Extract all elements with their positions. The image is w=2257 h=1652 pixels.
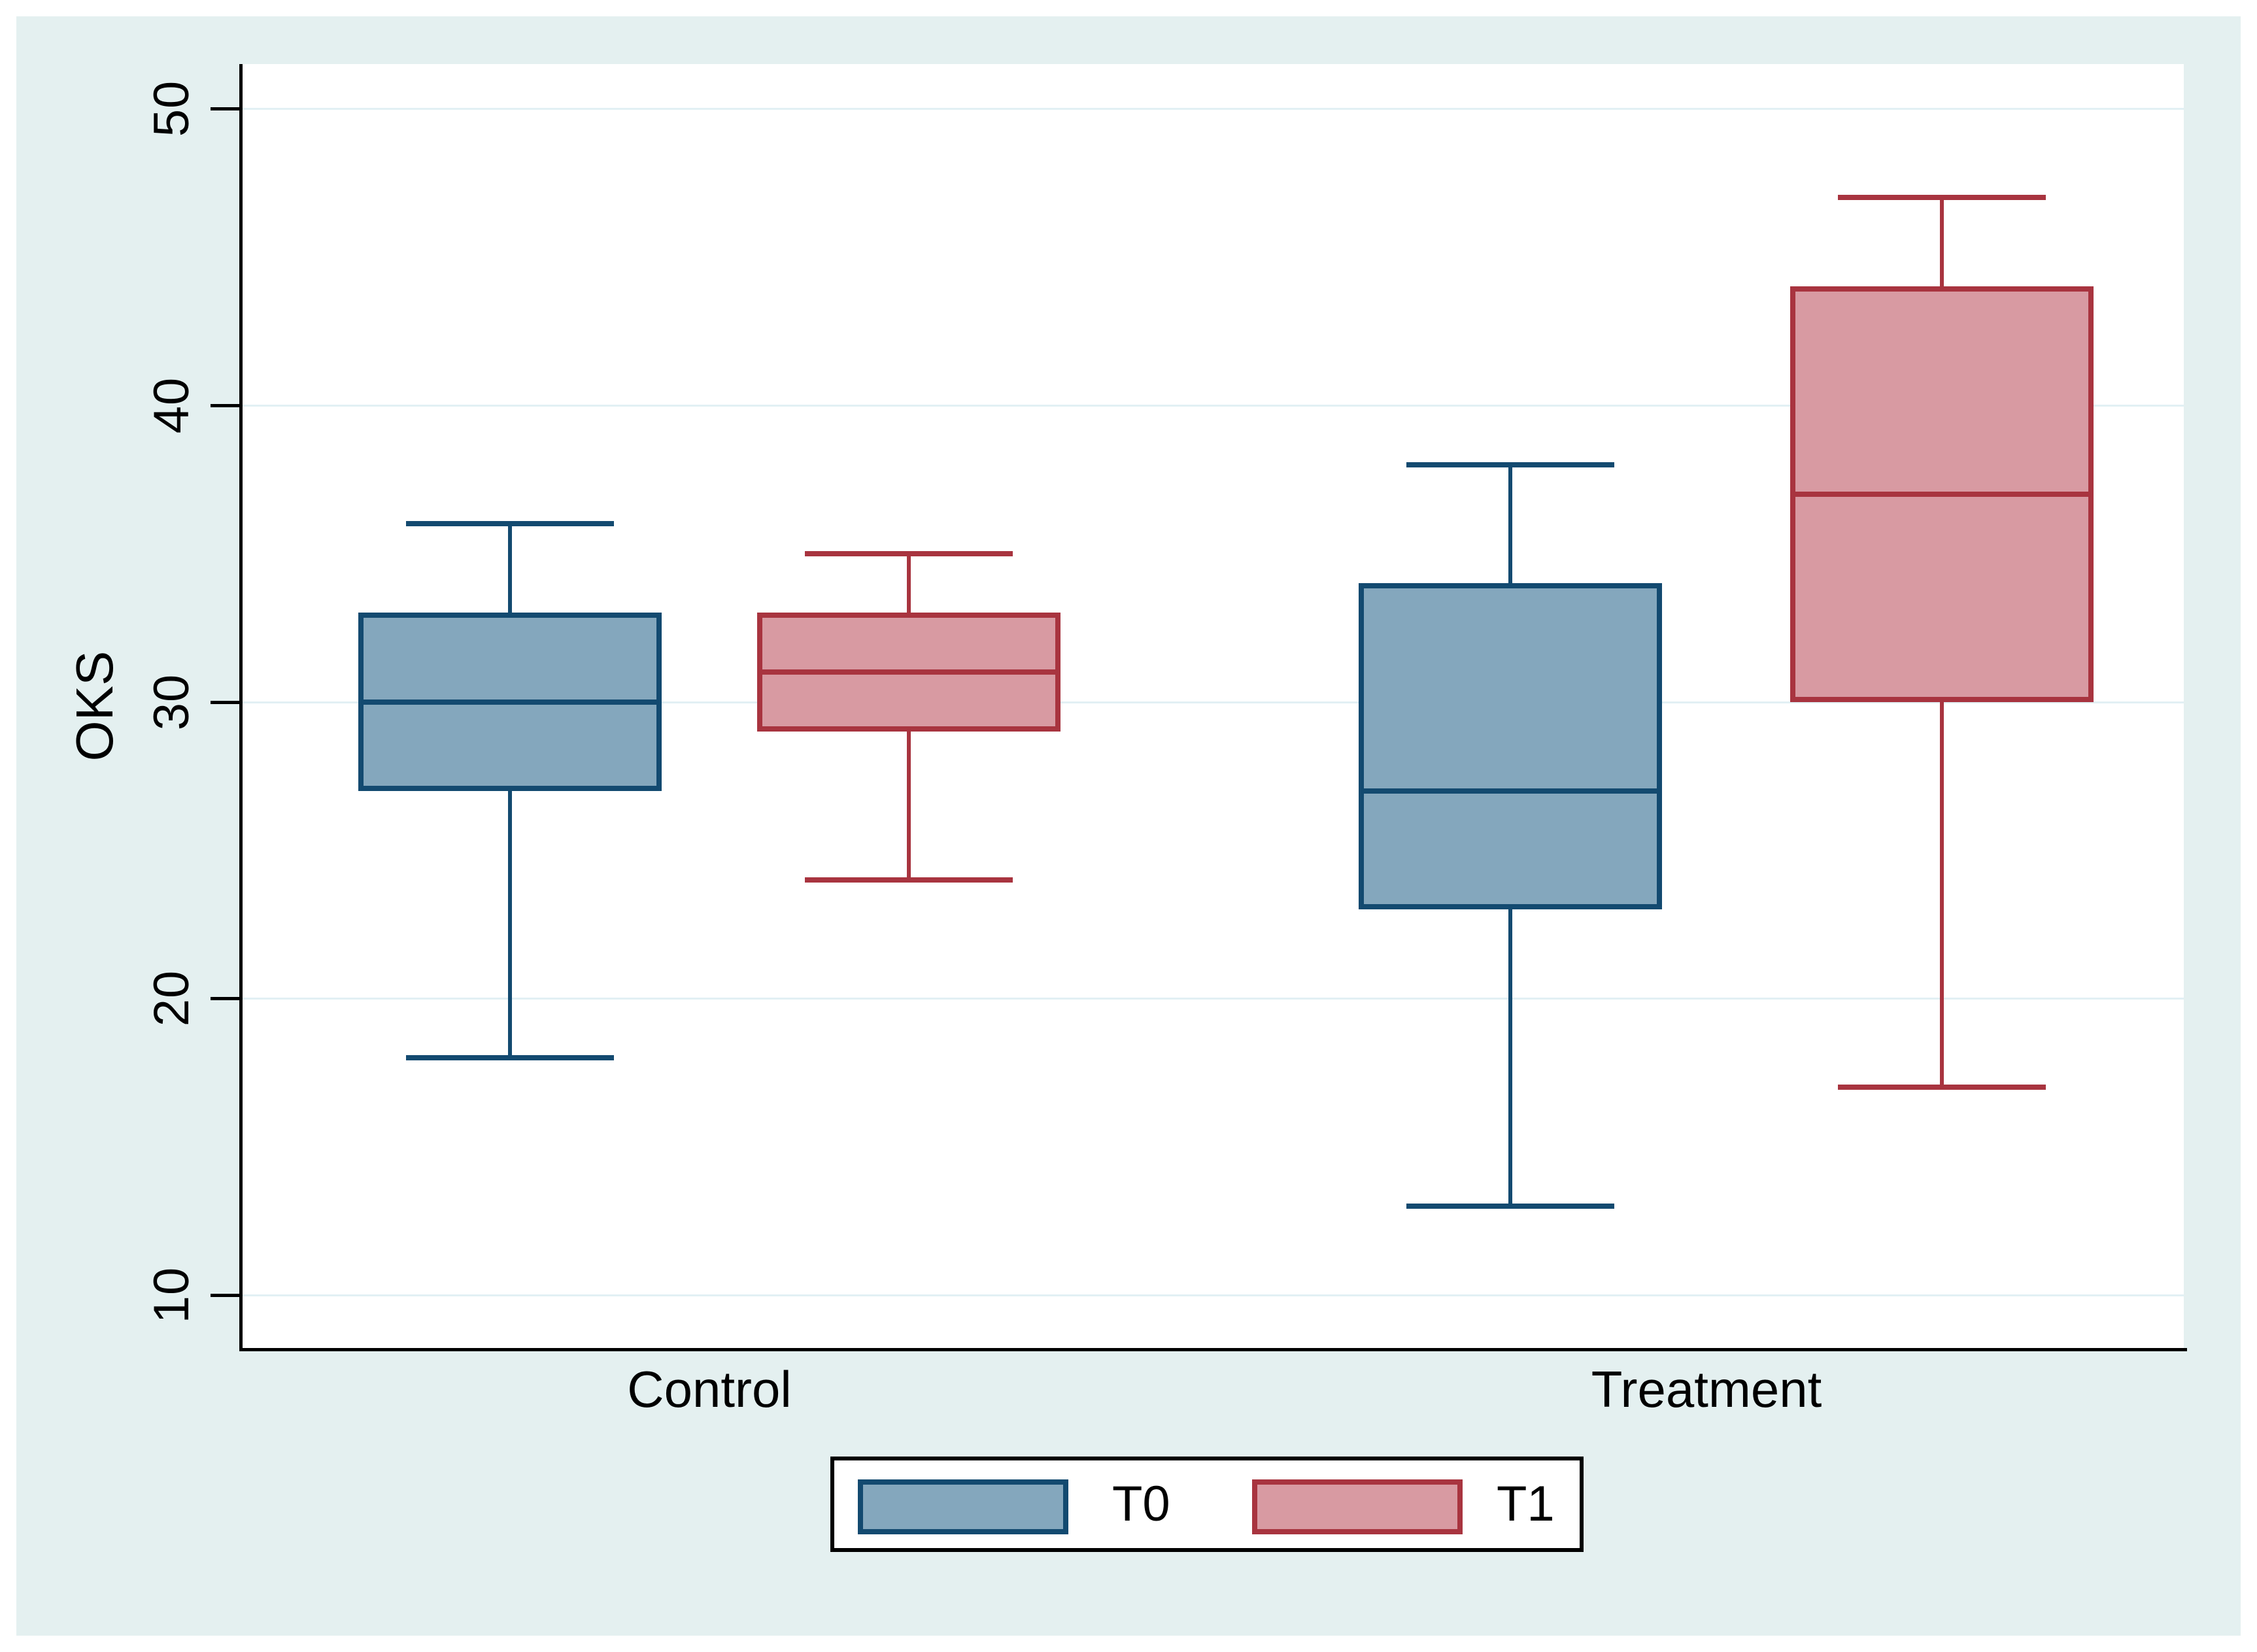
x-axis-line <box>239 1348 2187 1351</box>
gridline-50 <box>242 108 2184 110</box>
x-category-label-treatment: Treatment <box>1591 1360 1822 1418</box>
y-axis-title: OKS <box>65 650 124 762</box>
median-T0-Control <box>358 699 662 705</box>
whisker-cap-min-T1-Treatment <box>1838 1085 2046 1090</box>
whisker-cap-min-T0-Treatment <box>1406 1203 1614 1209</box>
whisker-lower-T0-Control <box>508 790 512 1058</box>
whisker-lower-T1-Control <box>907 731 911 880</box>
legend: T0 T1 <box>830 1457 1584 1552</box>
whisker-upper-T1-Control <box>907 553 911 613</box>
whisker-upper-T0-Control <box>508 524 512 613</box>
whisker-cap-min-T0-Control <box>406 1055 614 1060</box>
whisker-cap-max-T0-Treatment <box>1406 462 1614 467</box>
y-tick-40 <box>211 403 242 407</box>
whisker-lower-T0-Treatment <box>1508 909 1512 1206</box>
whisker-cap-min-T1-Control <box>805 877 1013 883</box>
whisker-upper-T1-Treatment <box>1940 197 1944 287</box>
y-tick-label-20: 20 <box>143 969 199 1027</box>
legend-label-t0: T0 <box>1112 1476 1170 1532</box>
y-tick-20 <box>211 997 242 1001</box>
y-axis-line <box>239 64 243 1351</box>
y-tick-30 <box>211 700 242 704</box>
median-T0-Treatment <box>1359 788 1662 794</box>
gridline-30 <box>242 701 2184 703</box>
whisker-lower-T1-Treatment <box>1940 701 1944 1088</box>
median-T1-Control <box>757 669 1061 675</box>
y-tick-10 <box>211 1294 242 1297</box>
whisker-cap-max-T0-Control <box>406 521 614 527</box>
gridline-10 <box>242 1294 2184 1296</box>
legend-label-t1: T1 <box>1497 1476 1555 1532</box>
y-tick-50 <box>211 107 242 110</box>
gridline-40 <box>242 404 2184 407</box>
whisker-cap-max-T1-Treatment <box>1838 195 2046 201</box>
legend-swatch-t0 <box>858 1479 1068 1534</box>
gridline-20 <box>242 998 2184 1000</box>
y-tick-label-40: 40 <box>143 377 199 434</box>
median-T1-Treatment <box>1790 491 2094 497</box>
y-tick-label-10: 10 <box>143 1266 199 1324</box>
box-T0-Treatment <box>1359 583 1662 910</box>
x-category-label-control: Control <box>627 1360 792 1418</box>
legend-swatch-t1 <box>1252 1479 1463 1534</box>
whisker-upper-T0-Treatment <box>1508 464 1512 583</box>
y-tick-label-50: 50 <box>143 80 199 137</box>
whisker-cap-max-T1-Control <box>805 550 1013 556</box>
